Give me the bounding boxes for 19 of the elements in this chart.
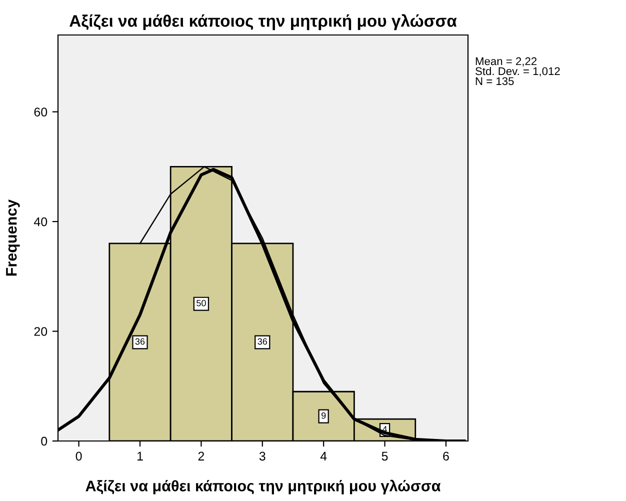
data-label: 50: [196, 300, 206, 306]
y-axis-title: Frequency: [6, 199, 20, 276]
y-tick-label: 0: [41, 436, 48, 446]
y-tick-label: 20: [34, 327, 48, 336]
data-label: 36: [135, 338, 145, 345]
data-label: 36: [258, 338, 268, 345]
x-tick-label: 6: [443, 452, 449, 461]
x-axis-title: Αξίζει να μάθει κάποιος την μητρική μου γλώσσα: [86, 480, 441, 494]
x-tick-label: 0: [76, 452, 82, 461]
x-tick-label: 2: [198, 452, 204, 460]
y-tick-label: 60: [34, 108, 48, 116]
chart-title: Αξίζει να μάθει κάποιος την μητρική μου γλώσσα: [70, 14, 457, 30]
x-tick-label: 1: [137, 452, 143, 460]
text: Mean = 2,22 Std. Dev. = 1,012 N = 135: [476, 57, 560, 86]
y-tick-label: 40: [34, 217, 48, 226]
x-tick-label: 5: [382, 452, 388, 461]
x-tick-label: 3: [259, 452, 266, 461]
x-tick-label: 4: [320, 452, 327, 460]
data-label: 9: [321, 412, 326, 419]
